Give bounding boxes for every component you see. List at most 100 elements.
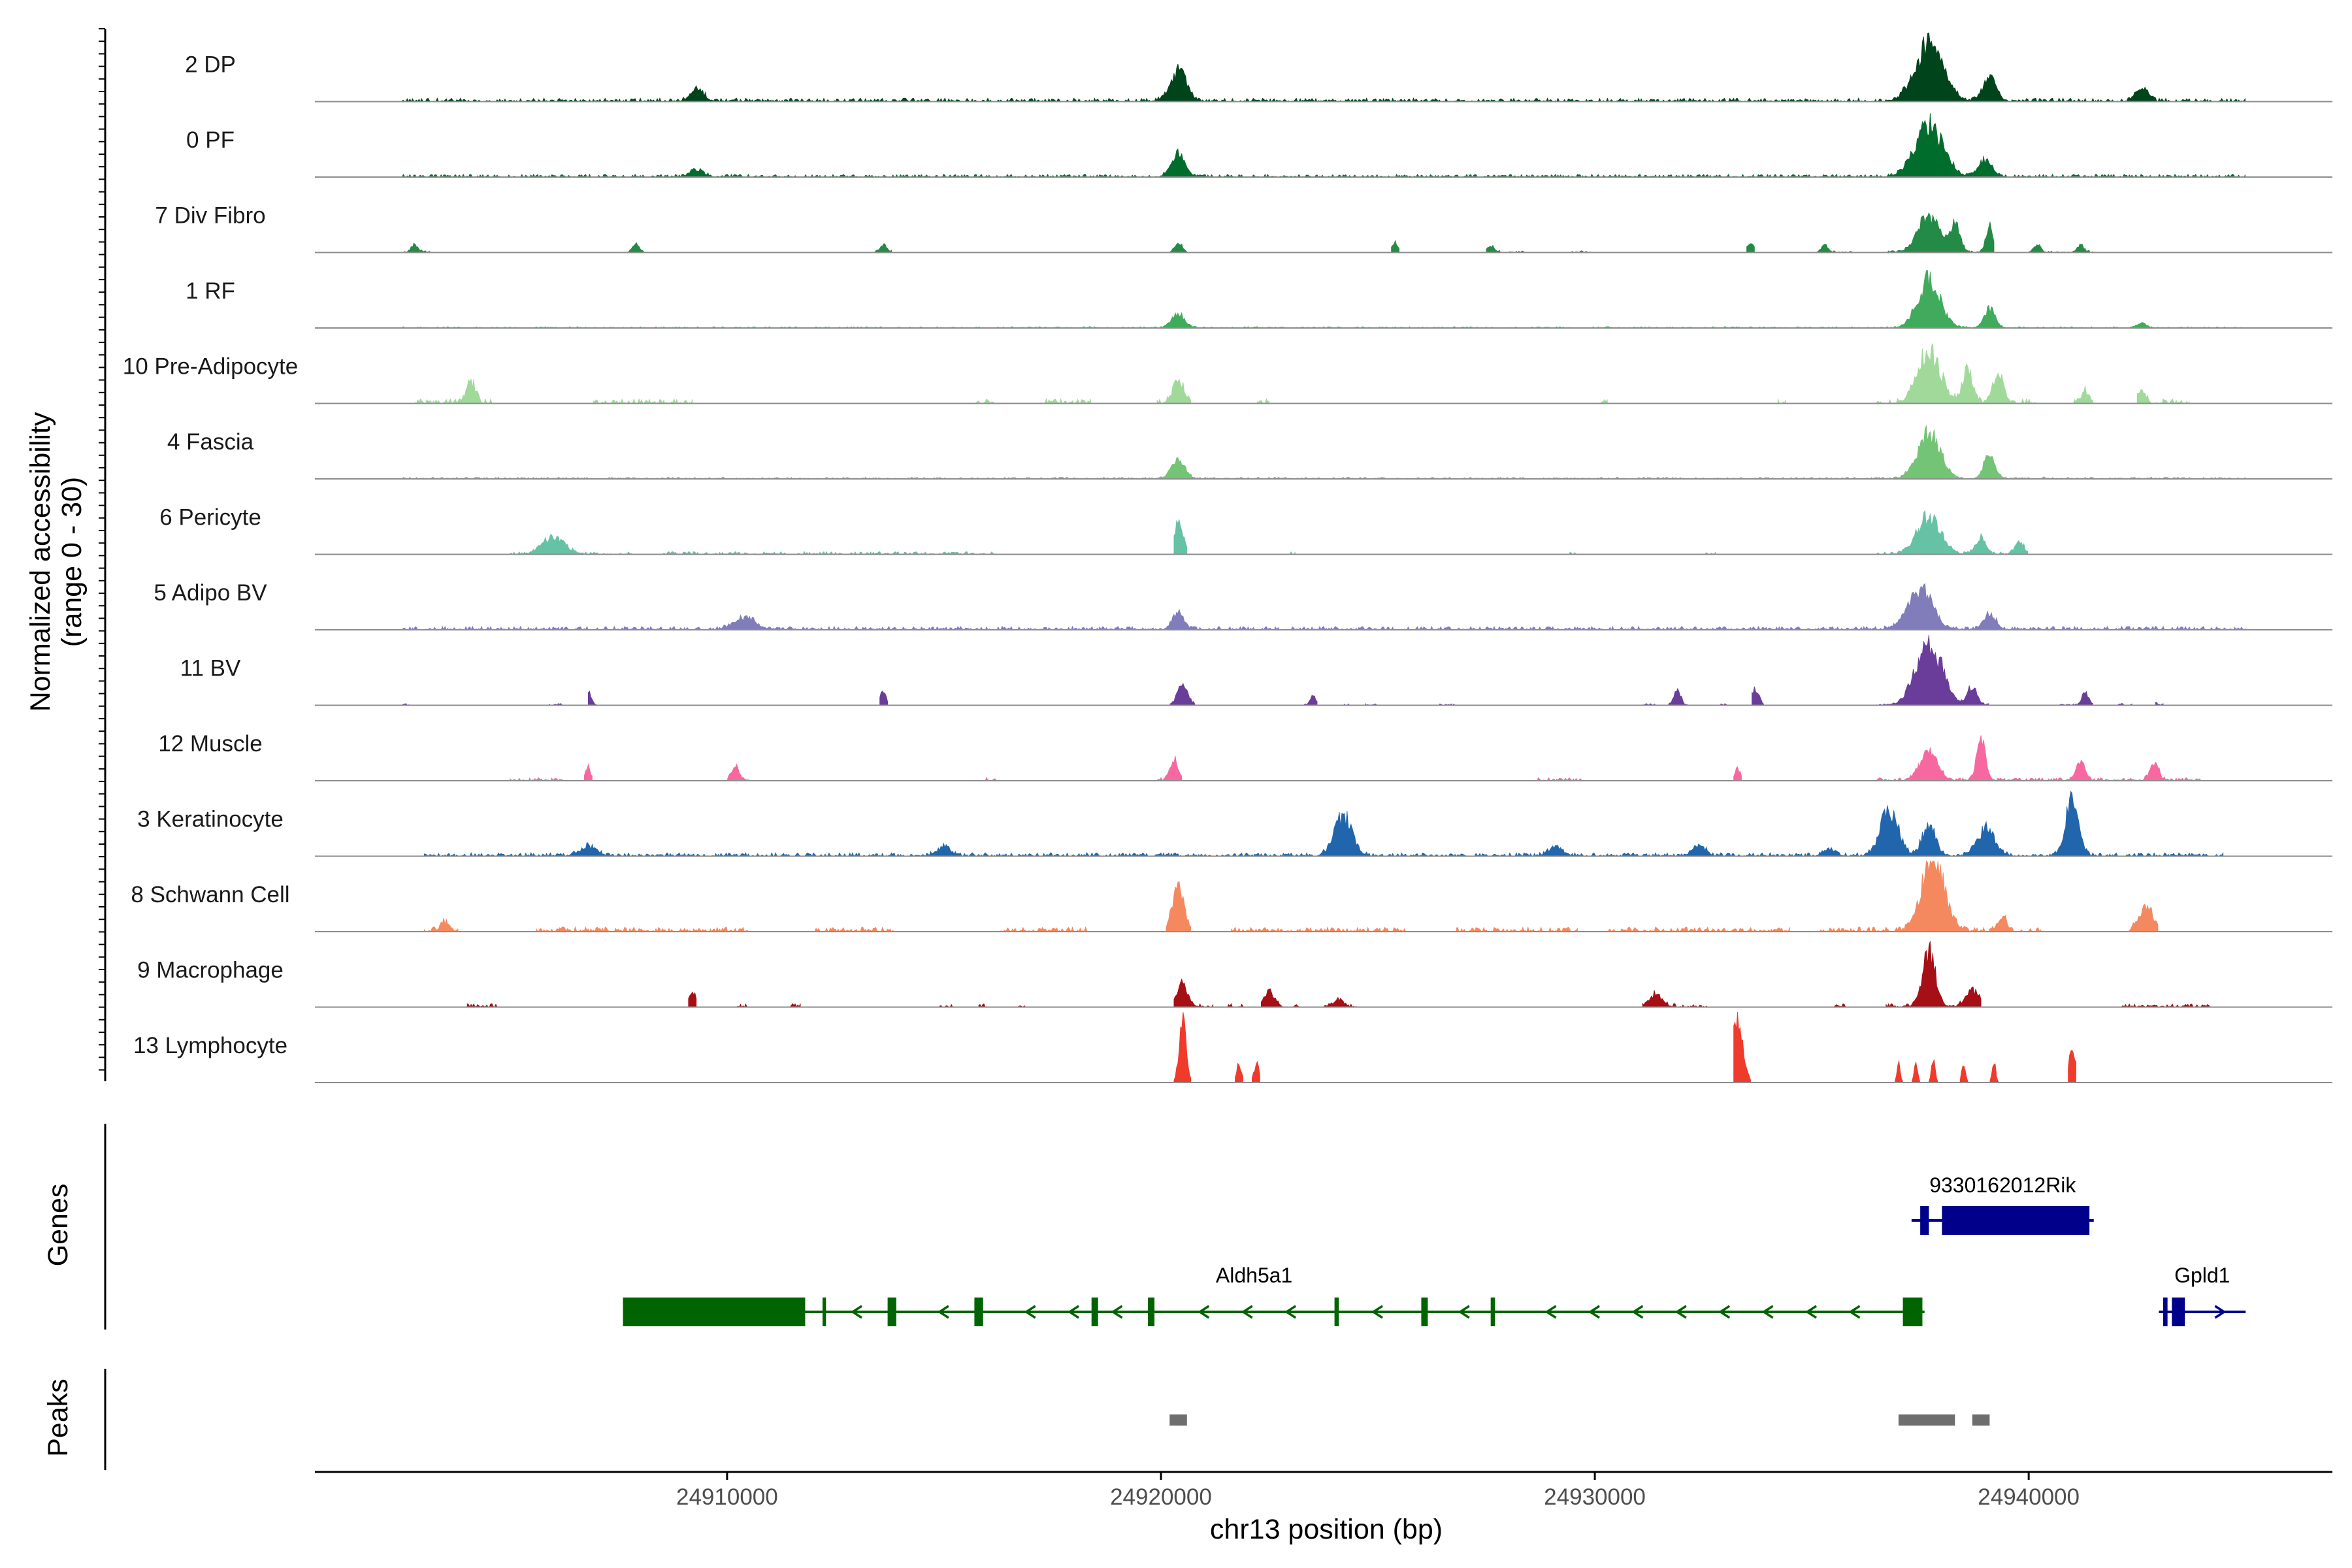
coverage-area — [402, 425, 2246, 480]
coverage-area — [588, 690, 596, 706]
coverage-area — [1169, 242, 1188, 253]
peak-region — [1898, 1414, 1955, 1426]
coverage-area — [2136, 389, 2190, 404]
strand-chevron — [1024, 1305, 1036, 1319]
track-7-div-fibro — [315, 212, 2332, 253]
x-tick-label: 24910000 — [676, 1484, 778, 1510]
track-2-dp — [315, 32, 2332, 103]
track-label: 8 Schwann Cell — [131, 882, 289, 907]
coverage-area — [1733, 1011, 1751, 1083]
strand-chevron — [1111, 1305, 1123, 1319]
strand-chevron — [2214, 1305, 2227, 1319]
track-3-keratinocyte — [315, 791, 2332, 857]
x-axis-title: chr13 position (bp) — [1210, 1514, 1443, 1545]
track-label: 11 BV — [180, 656, 241, 681]
coverage-area — [1231, 926, 1409, 933]
coverage-area — [1235, 1062, 1243, 1083]
coverage-area — [510, 534, 632, 555]
coverage-tracks — [315, 32, 2332, 1083]
gene-exon — [1148, 1298, 1155, 1326]
strand-chevron — [1674, 1305, 1687, 1319]
peaks-track-label: Peaks — [42, 1379, 74, 1457]
strand-chevron — [1761, 1305, 1774, 1319]
track-label: 5 Adipo BV — [154, 580, 267, 606]
gene-exon — [2172, 1298, 2185, 1326]
track-label: 13 Lymphocyte — [133, 1033, 287, 1058]
gene-label: 9330162012Rik — [1929, 1173, 2076, 1197]
coverage-area — [402, 270, 2246, 329]
strand-chevron — [1718, 1305, 1731, 1319]
coverage-area — [1252, 1060, 1260, 1083]
track-label: 0 PF — [186, 127, 235, 153]
strand-chevron — [1631, 1305, 1644, 1319]
coverage-area — [1608, 926, 1790, 932]
strand-chevron — [1588, 1305, 1601, 1319]
coverage-area — [1886, 941, 1982, 1008]
coverage-area — [423, 791, 2224, 857]
coverage-area — [402, 583, 2246, 631]
coverage-area — [627, 242, 645, 253]
y-axis-title-line1: Normalized accessibility — [25, 412, 56, 711]
track-9-macrophage — [315, 941, 2332, 1008]
strand-chevron — [850, 1305, 863, 1319]
genes-track: Aldh5a1 9330162012Rik Gpld1 — [623, 1173, 2246, 1326]
coverage-area — [415, 378, 493, 404]
coverage-area — [1668, 687, 1690, 706]
coverage-area — [1156, 378, 1192, 404]
strand-chevron — [1544, 1305, 1557, 1319]
coverage-area — [1173, 978, 1214, 1007]
coverage-area — [2029, 243, 2093, 253]
x-tick-label: 24940000 — [1978, 1484, 2080, 1510]
gene-aldh5a1: Aldh5a1 — [623, 1264, 1925, 1326]
gene-label: Aldh5a1 — [1216, 1264, 1292, 1287]
coverage-area — [1733, 766, 1742, 781]
track-label: 7 Div Fibro — [155, 203, 265, 229]
track-0-pf — [315, 113, 2332, 178]
coverage-area — [727, 763, 749, 781]
track-6-pericyte — [315, 510, 2332, 555]
coverage-area — [2129, 904, 2159, 932]
coverage-area — [939, 1004, 953, 1007]
track-12-muscle — [315, 735, 2332, 781]
coverage-area — [1642, 990, 1708, 1008]
coverage-area — [1257, 398, 1269, 404]
coverage-area — [1152, 755, 1183, 781]
coverage-area — [593, 398, 693, 404]
coverage-area — [1777, 399, 1786, 404]
coverage-area — [1486, 244, 1526, 253]
coverage-area — [423, 918, 459, 932]
coverage-area — [2068, 1049, 2076, 1083]
coverage-area — [1173, 518, 1188, 555]
track-10-pre-adipocyte — [315, 343, 2332, 404]
coverage-area — [2072, 385, 2093, 404]
coverage-area — [1912, 1062, 1920, 1083]
strand-chevron — [1458, 1305, 1470, 1319]
coverage-area — [402, 242, 433, 253]
coverage-area — [584, 763, 593, 781]
track-label: 2 DP — [185, 52, 236, 78]
coverage-area — [510, 777, 563, 781]
strand-chevron — [1067, 1305, 1080, 1319]
track-label: 1 RF — [186, 278, 235, 304]
track-13-lymphocyte — [315, 1011, 2332, 1083]
coverage-area — [1456, 926, 1578, 932]
coverage-area — [1895, 1060, 1903, 1083]
gene-exon — [822, 1298, 826, 1326]
gene-exon — [1334, 1298, 1339, 1326]
strand-chevron — [937, 1305, 949, 1319]
coverage-area — [688, 991, 697, 1007]
gene-exon — [2163, 1298, 2168, 1326]
gene-exon — [1942, 1206, 2090, 1235]
coverage-area — [402, 113, 2246, 178]
track-labels: 2 DP 0 PF 7 Div Fibro 1 RF 10 Pre-Adipocyte 4… — [123, 52, 298, 1059]
gene-gpld1: Gpld1 — [2159, 1264, 2246, 1326]
coverage-area — [879, 691, 888, 706]
coverage-area — [2059, 691, 2093, 706]
coverage-area — [1816, 860, 2042, 933]
track-8-schwann-cell — [315, 860, 2332, 933]
y-axis — [99, 28, 106, 1470]
coverage-area — [1882, 212, 1995, 253]
strand-chevron — [1848, 1305, 1861, 1319]
coverage-area — [1929, 1058, 1942, 1083]
peaks-track — [1169, 1414, 1990, 1426]
